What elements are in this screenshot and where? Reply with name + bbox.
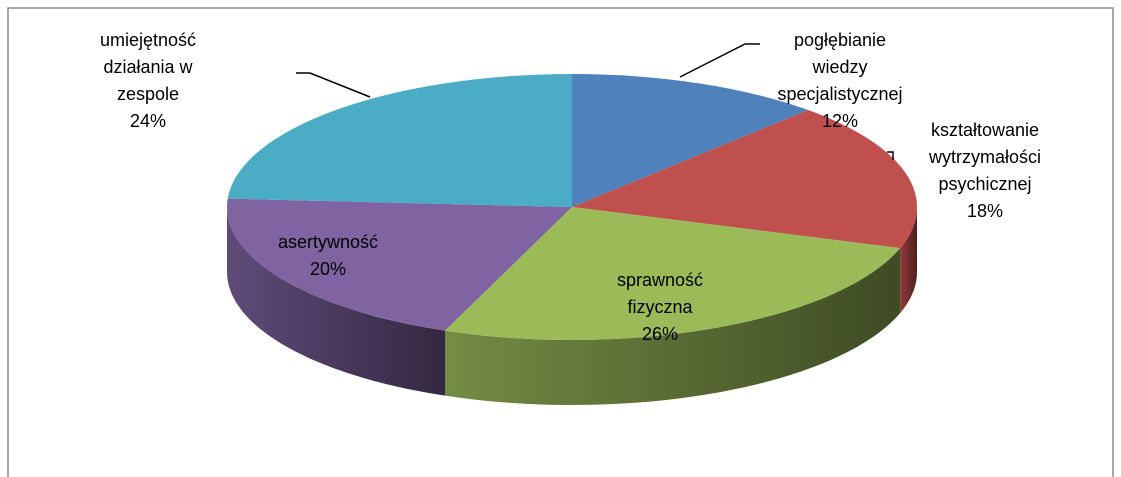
pie-slice: [227, 198, 572, 331]
pie: [227, 74, 918, 405]
value-label: 24%: [129, 111, 167, 131]
category-label: umiejętność działania w zespole: [99, 30, 197, 104]
category-label: kształtowanie wytrzymałości psychicznej: [928, 120, 1042, 194]
data-label: umiejętność działania w zespole 24%: [100, 27, 196, 135]
pie-side: [227, 207, 445, 396]
pie-slice: [572, 74, 809, 207]
category-label: pogłębianie wiedzy specjalistycznej: [777, 30, 903, 104]
data-label: sprawność fizyczna 26%: [617, 267, 703, 348]
leader-line: [679, 43, 760, 78]
category-label: asertywność: [277, 232, 379, 252]
leader-line: [887, 151, 894, 160]
data-label: pogłębianie wiedzy specjalistycznej 12%: [777, 27, 902, 135]
leader-line: [296, 72, 371, 98]
value-label: 18%: [966, 201, 1004, 221]
value-label: 20%: [309, 259, 347, 279]
pie-slice: [572, 110, 918, 249]
pie-slice: [444, 207, 901, 341]
pie-slice: [227, 74, 572, 207]
value-label: 12%: [821, 111, 859, 131]
category-label: sprawność fizyczna: [616, 270, 704, 317]
data-label: asertywność 20%: [278, 229, 378, 283]
value-label: 26%: [641, 324, 679, 344]
pie-side: [900, 207, 917, 314]
data-label: kształtowanie wytrzymałości psychicznej 1…: [929, 117, 1041, 225]
chart-frame: [7, 7, 1114, 477]
pie-side: [444, 248, 901, 405]
